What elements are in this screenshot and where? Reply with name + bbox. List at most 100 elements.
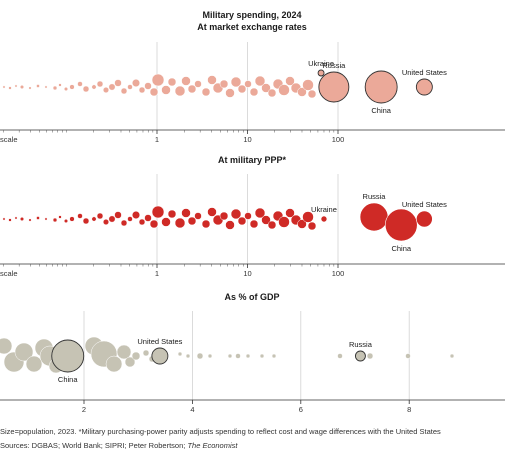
country-bubble bbox=[14, 216, 18, 220]
x-tick-label: 10 bbox=[243, 269, 251, 278]
country-bubble bbox=[28, 218, 32, 222]
country-bubble bbox=[63, 86, 69, 92]
country-bubble bbox=[82, 217, 90, 225]
country-bubble bbox=[201, 219, 211, 229]
country-bubble-china bbox=[364, 70, 398, 104]
country-bubble bbox=[77, 81, 83, 87]
country-bubble bbox=[207, 207, 217, 217]
country-bubble bbox=[174, 217, 186, 229]
country-bubble bbox=[151, 205, 165, 219]
country-bubble bbox=[0, 337, 13, 355]
country-bubble bbox=[131, 78, 141, 88]
x-tick-label: 100 bbox=[332, 269, 345, 278]
country-bubble bbox=[261, 83, 271, 93]
country-bubble bbox=[244, 80, 252, 88]
x-tick-label: 8 bbox=[407, 405, 411, 414]
axis-note: scale bbox=[0, 135, 18, 144]
country-label: China bbox=[58, 375, 78, 384]
country-bubble bbox=[19, 216, 25, 222]
country-bubble-russia bbox=[354, 350, 366, 362]
country-bubble bbox=[174, 85, 186, 97]
country-bubble bbox=[194, 212, 202, 220]
country-bubble bbox=[144, 214, 152, 222]
country-bubble bbox=[271, 353, 277, 359]
panel-military-ppp: At military PPP* 1 10 100 scale Ukraine Russi… bbox=[0, 155, 505, 278]
country-bubble bbox=[219, 79, 229, 89]
x-tick-label: 100 bbox=[332, 135, 345, 144]
country-bubble bbox=[151, 73, 165, 87]
footnote-line-1: Size=population, 2023. *Military purchas… bbox=[0, 427, 441, 436]
country-bubble bbox=[108, 215, 116, 223]
country-bubble bbox=[138, 86, 146, 94]
country-bubble bbox=[181, 76, 191, 86]
country-bubble bbox=[235, 353, 241, 359]
panel-title: At military PPP* bbox=[218, 155, 287, 165]
sources-text: Sources: DGBAS; World Bank; SIPRI; Peter… bbox=[0, 441, 186, 450]
country-label: Ukraine bbox=[308, 59, 334, 68]
panel-subtitle: At market exchange rates bbox=[197, 22, 307, 32]
panel-market-rates: Military spending, 2024 At market exchan… bbox=[0, 10, 505, 144]
country-bubble bbox=[167, 77, 177, 87]
sources-publication: The Economist bbox=[187, 441, 238, 450]
country-bubble-united-states bbox=[151, 347, 169, 365]
country-bubble bbox=[337, 353, 343, 359]
country-bubble bbox=[77, 213, 83, 219]
country-bubble bbox=[227, 353, 233, 359]
country-bubble bbox=[63, 218, 69, 224]
country-label: United States bbox=[402, 200, 447, 209]
country-label: China bbox=[391, 244, 411, 253]
country-bubble bbox=[181, 208, 191, 218]
country-bubble bbox=[177, 351, 183, 357]
country-bubble bbox=[161, 85, 171, 95]
country-bubble bbox=[149, 219, 159, 229]
country-bubble bbox=[449, 353, 455, 359]
country-bubble bbox=[28, 86, 32, 90]
x-tick-label: 1 bbox=[155, 269, 159, 278]
country-bubble bbox=[120, 87, 128, 95]
bubble-charts: Military spending, 2024 At market exchan… bbox=[0, 10, 505, 414]
country-bubble bbox=[114, 211, 122, 219]
country-bubble bbox=[114, 79, 122, 87]
country-bubble bbox=[219, 211, 229, 221]
country-bubble bbox=[44, 217, 48, 221]
country-bubble bbox=[278, 216, 290, 228]
country-bubble-united-states bbox=[415, 78, 433, 96]
country-label: Russia bbox=[349, 340, 373, 349]
country-bubble bbox=[36, 84, 40, 88]
country-bubble bbox=[52, 217, 58, 223]
country-bubble bbox=[207, 353, 213, 359]
country-bubble bbox=[105, 355, 123, 373]
country-bubble bbox=[245, 353, 251, 359]
axis-note: scale bbox=[0, 269, 18, 278]
country-bubble bbox=[2, 217, 6, 221]
country-bubble bbox=[131, 210, 141, 220]
country-bubble bbox=[127, 216, 133, 222]
country-bubble bbox=[144, 82, 152, 90]
country-bubble bbox=[297, 219, 307, 229]
country-bubble bbox=[69, 216, 75, 222]
country-bubble bbox=[201, 87, 211, 97]
country-label: Russia bbox=[363, 192, 387, 201]
country-bubble bbox=[91, 84, 97, 90]
country-bubble bbox=[244, 212, 252, 220]
country-bubble bbox=[302, 79, 314, 91]
country-bubble bbox=[8, 218, 12, 222]
x-tick-label: 10 bbox=[243, 135, 251, 144]
country-bubble-ukraine bbox=[320, 215, 328, 223]
country-bubble bbox=[225, 220, 235, 230]
panel-title: As % of GDP bbox=[224, 292, 279, 302]
country-bubble-united-states bbox=[416, 210, 433, 228]
country-label: United States bbox=[137, 337, 182, 346]
country-bubble bbox=[96, 212, 104, 220]
country-bubble-russia bbox=[359, 202, 389, 232]
country-bubble bbox=[14, 342, 34, 362]
country-bubble bbox=[307, 221, 317, 231]
country-bubble bbox=[194, 80, 202, 88]
country-bubble bbox=[237, 216, 247, 226]
country-bubble bbox=[302, 211, 314, 223]
country-bubble bbox=[25, 355, 43, 373]
country-bubble bbox=[69, 84, 75, 90]
country-bubble bbox=[108, 83, 116, 91]
country-label: Russia bbox=[322, 61, 346, 70]
country-bubble-russia bbox=[318, 71, 350, 103]
